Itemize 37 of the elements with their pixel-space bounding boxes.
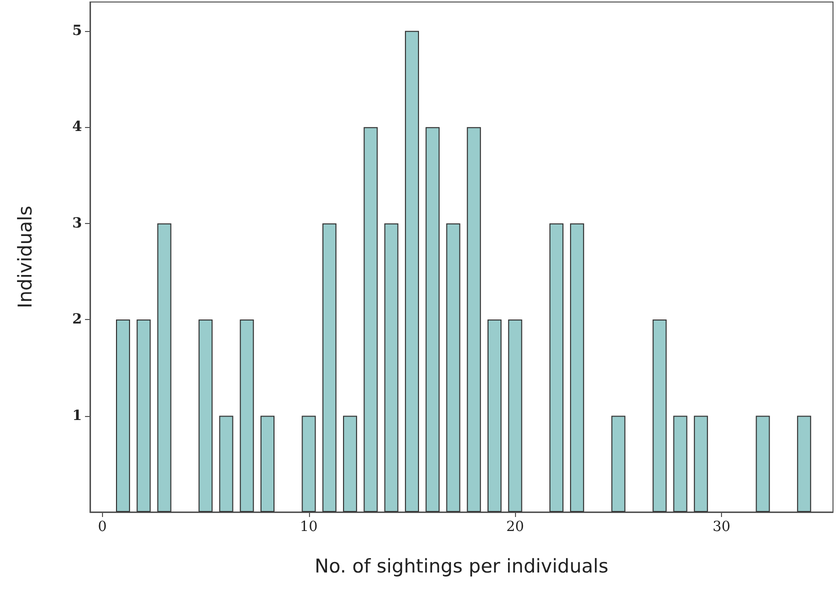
bar [136,320,151,512]
bar [756,416,770,512]
y-tick-label: 5 [72,22,82,39]
x-tick-label: 10 [300,519,318,535]
y-tick-label: 3 [72,215,82,232]
bar [694,416,708,512]
bar [508,320,522,512]
bar [426,127,440,512]
bar [549,223,564,512]
bar [157,223,172,512]
bar [260,416,275,512]
bar [219,416,234,512]
bar [116,320,130,512]
bar [466,127,481,512]
bar [488,320,502,512]
bar [446,223,460,512]
bar [322,223,336,512]
bar [240,320,254,512]
x-tick-label: 20 [506,519,524,535]
x-tick-label: 0 [98,519,107,535]
x-tick-label: 30 [712,519,730,535]
bar [302,416,316,512]
bar [611,416,626,512]
x-axis-title: No. of sightings per individuals [314,556,608,578]
y-tick-label: 4 [72,119,82,136]
bar [343,416,358,512]
bar [652,320,667,512]
bar [384,223,398,512]
bar [797,416,812,512]
bar [364,127,378,512]
y-axis-title: Individuals [14,206,36,308]
y-tick-label: 2 [72,312,82,328]
y-tick-label: 1 [72,408,82,424]
bar [198,320,213,512]
bar [404,30,419,512]
bar [673,416,688,512]
bar [570,223,584,512]
